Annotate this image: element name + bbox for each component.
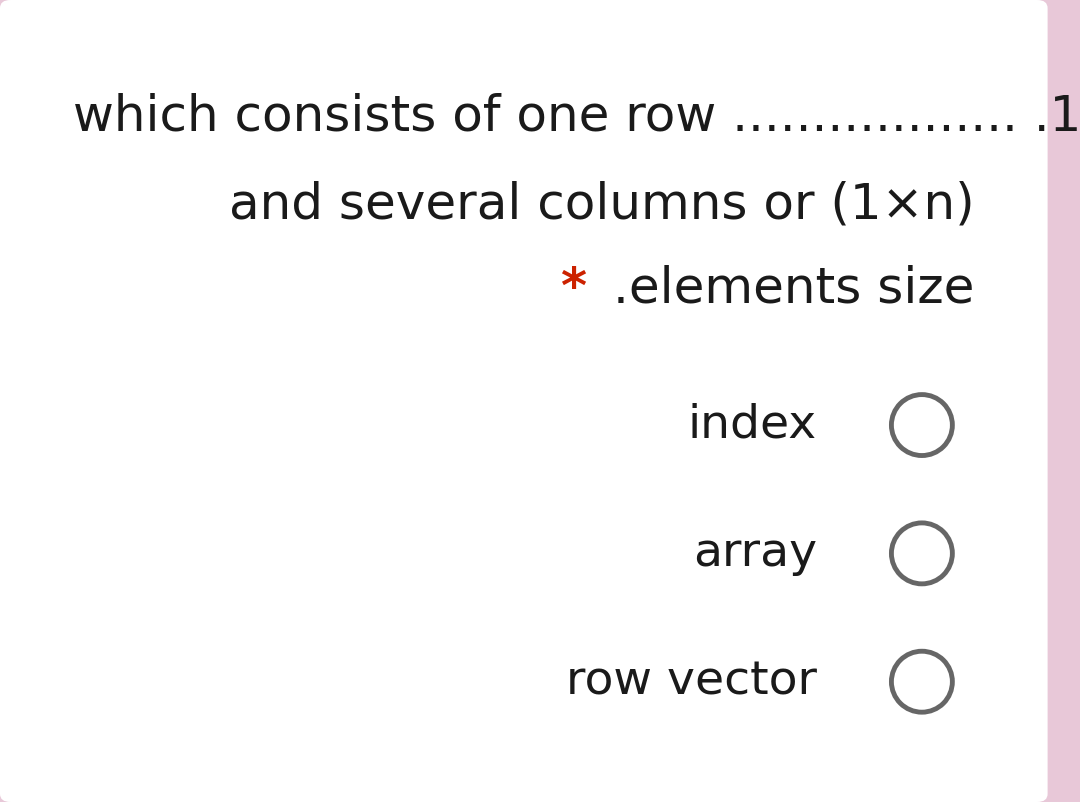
Text: row vector: row vector	[566, 659, 818, 704]
Text: and several columns or (1×n): and several columns or (1×n)	[229, 180, 974, 229]
Text: index: index	[688, 403, 818, 448]
Text: *: *	[561, 265, 586, 313]
FancyBboxPatch shape	[0, 0, 1048, 802]
Text: .elements size: .elements size	[612, 265, 974, 313]
Text: which consists of one row .................. .1: which consists of one row ..............…	[73, 92, 1080, 140]
Text: array: array	[693, 531, 818, 576]
